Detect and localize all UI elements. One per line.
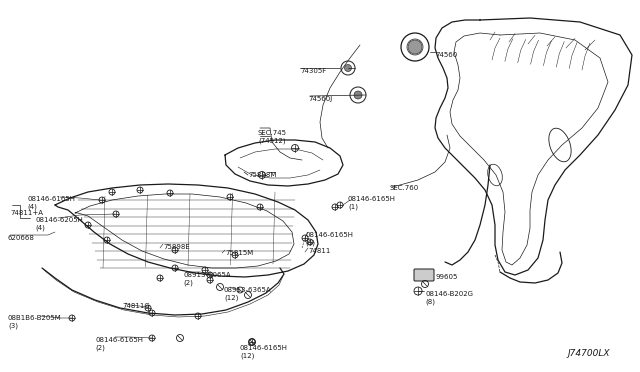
- Text: 75815M: 75815M: [225, 250, 253, 256]
- Text: 08B1B6-B205M
(3): 08B1B6-B205M (3): [8, 315, 61, 329]
- Text: 08146-B202G
(8): 08146-B202G (8): [425, 291, 473, 305]
- Text: 75898M: 75898M: [248, 172, 276, 178]
- Text: 74560: 74560: [435, 52, 457, 58]
- Text: 74811+A: 74811+A: [10, 210, 43, 216]
- Text: 08146-6165H
(2): 08146-6165H (2): [95, 337, 143, 351]
- Text: J74700LX: J74700LX: [568, 349, 610, 358]
- Circle shape: [354, 91, 362, 99]
- Text: 08146-6165H
(1): 08146-6165H (1): [348, 196, 396, 210]
- Text: 74305F: 74305F: [300, 68, 326, 74]
- Text: 74811G: 74811G: [122, 303, 150, 309]
- Text: 74560J: 74560J: [308, 96, 332, 102]
- Text: 75898E: 75898E: [163, 244, 189, 250]
- Text: 08146-6165H
(12): 08146-6165H (12): [240, 345, 288, 359]
- Text: 620668: 620668: [8, 235, 35, 241]
- Text: 74811: 74811: [308, 248, 330, 254]
- Circle shape: [408, 40, 422, 54]
- Text: 99605: 99605: [435, 274, 458, 280]
- Text: 08913-6065A
(2): 08913-6065A (2): [183, 272, 230, 286]
- Text: SEC.745
(74512): SEC.745 (74512): [258, 130, 287, 144]
- FancyBboxPatch shape: [414, 269, 434, 281]
- Text: SEC.760: SEC.760: [390, 185, 419, 191]
- Text: 08146-6205H
(4): 08146-6205H (4): [35, 217, 83, 231]
- Text: 08146-6165H
(4): 08146-6165H (4): [27, 196, 75, 210]
- Text: 08146-6165H
(6): 08146-6165H (6): [305, 232, 353, 246]
- Circle shape: [344, 64, 351, 71]
- Text: 08913-6365A
(12): 08913-6365A (12): [224, 287, 271, 301]
